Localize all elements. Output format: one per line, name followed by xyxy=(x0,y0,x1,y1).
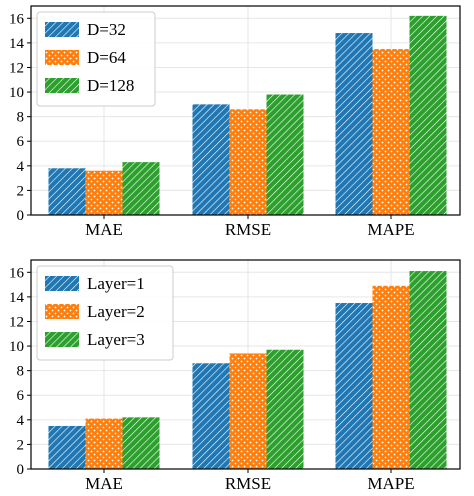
x-tick-label-rmse: RMSE xyxy=(225,474,271,491)
axes-frame xyxy=(30,259,461,470)
y-tick-label: 10 xyxy=(9,339,24,355)
bar-layer-2-mae xyxy=(85,418,123,469)
y-tick-label: 16 xyxy=(9,265,25,281)
y-tick-label: 8 xyxy=(17,110,25,126)
legend-swatch xyxy=(45,332,79,347)
legend-entry: Layer=3 xyxy=(87,330,145,349)
y-tick-label: 4 xyxy=(17,159,25,175)
bar-layer-2-rmse xyxy=(229,353,267,469)
legend-entry: D=32 xyxy=(87,20,126,39)
legend-entry: D=128 xyxy=(87,76,134,95)
legend-entry: Layer=1 xyxy=(87,274,145,293)
x-tick-label-rmse: RMSE xyxy=(225,220,271,239)
x-tick-label-mape: MAPE xyxy=(367,474,414,491)
legend-entry: Layer=2 xyxy=(87,302,145,321)
y-tick-label: 8 xyxy=(17,364,25,380)
y-tick-label: 14 xyxy=(9,290,25,306)
x-tick-label-mae: MAE xyxy=(85,474,123,491)
y-tick-label: 14 xyxy=(9,36,25,52)
bar-d-128-rmse xyxy=(266,94,304,215)
y-tick-label: 12 xyxy=(9,314,24,330)
y-tick-label: 12 xyxy=(9,60,24,76)
legend-entry: D=64 xyxy=(87,48,126,67)
bar-layer-3-mae xyxy=(122,417,160,469)
bar-d-32-mape xyxy=(335,33,373,215)
bar-d-64-rmse xyxy=(229,109,267,215)
y-tick-label: 6 xyxy=(17,134,25,150)
y-tick-label: 6 xyxy=(17,388,25,404)
y-tick-label: 2 xyxy=(17,183,25,199)
bar-layer-1-mape xyxy=(335,303,373,469)
x-tick-label-mae: MAE xyxy=(85,220,123,239)
y-tick-label: 2 xyxy=(17,437,25,453)
legend-swatch xyxy=(45,78,79,93)
bar-d-128-mape xyxy=(409,15,447,215)
bar-d-32-mae xyxy=(48,168,86,215)
bar-d-128-mae xyxy=(122,162,160,215)
bar-d-64-mae xyxy=(85,170,123,215)
bar-d-64-mape xyxy=(372,49,410,215)
x-tick-label-mape: MAPE xyxy=(367,220,414,239)
y-tick-label: 10 xyxy=(9,85,24,101)
legend-swatch xyxy=(45,50,79,65)
y-tick-label: 4 xyxy=(17,413,25,429)
axes-frame xyxy=(30,5,461,216)
y-tick-label: 16 xyxy=(9,11,25,27)
bar-layer-2-mape xyxy=(372,285,410,469)
bar-layer-1-mae xyxy=(48,425,86,469)
legend: D=32 D=64 D=128 xyxy=(36,11,156,107)
y-tick-label: 0 xyxy=(17,208,25,224)
bar-layer-1-rmse xyxy=(192,363,230,469)
y-tick-label: 0 xyxy=(17,462,25,478)
chart-top: 0 2 4 6 8 10 12 14 16 MAE RMSE MAPE D=32 D=64 D=128 xyxy=(9,5,461,239)
bar-layer-3-mape xyxy=(409,271,447,469)
bar-layer-3-rmse xyxy=(266,349,304,469)
legend-swatch xyxy=(45,304,79,319)
legend-swatch xyxy=(45,276,79,291)
bar-d-32-rmse xyxy=(192,104,230,215)
legend-swatch xyxy=(45,22,79,37)
legend: Layer=1 Layer=2 Layer=3 xyxy=(36,265,174,361)
